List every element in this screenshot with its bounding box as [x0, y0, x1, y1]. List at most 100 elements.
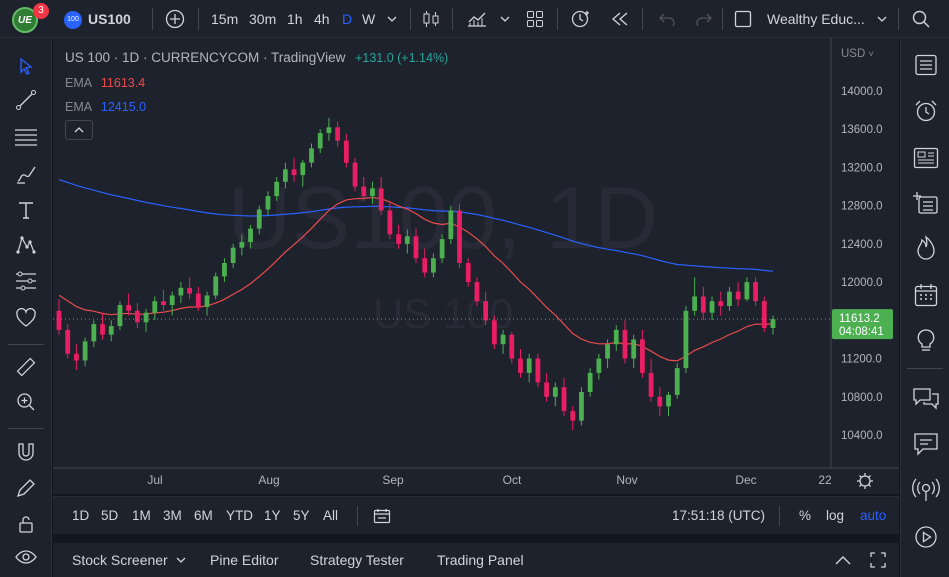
candle-body [56, 310, 62, 330]
calendar-icon[interactable] [909, 278, 943, 312]
symbol-search[interactable]: US100 [88, 11, 131, 27]
magnet-icon[interactable] [10, 436, 42, 468]
maximize-icon[interactable] [868, 543, 888, 577]
messages-icon[interactable] [909, 427, 943, 461]
date-range-icon[interactable] [371, 497, 393, 535]
horizontal-lines-icon[interactable] [10, 121, 42, 153]
interval-30m[interactable]: 30m [249, 11, 277, 27]
replay-icon[interactable] [609, 0, 631, 38]
layout-checkbox-icon[interactable] [733, 0, 753, 38]
time-tick-label: Jul [147, 473, 162, 487]
price-chart[interactable]: US100, 1D US 100 14000.013600.013200.012… [53, 38, 899, 494]
layout-name[interactable]: Wealthy Educ... [767, 11, 865, 27]
interval-d[interactable]: D [342, 11, 353, 27]
range-3m[interactable]: 3M [163, 508, 182, 523]
range-all[interactable]: All [323, 508, 339, 523]
cursor-icon[interactable] [10, 50, 42, 82]
indicators-icon[interactable] [466, 0, 488, 38]
price-tick-label: 12400.0 [841, 239, 883, 251]
candle-body [230, 247, 236, 263]
pencil-lock-icon[interactable] [10, 472, 42, 504]
candle-body [126, 305, 132, 311]
currency-selector[interactable]: USD ˅ [841, 48, 874, 60]
price-tick-label: 12000.0 [841, 277, 883, 289]
interval-15m[interactable]: 15m [211, 11, 239, 27]
streams-icon[interactable] [909, 473, 943, 507]
brush-icon[interactable] [10, 158, 42, 190]
candle-body [370, 188, 375, 197]
zoom-in-icon[interactable] [10, 386, 42, 418]
eye-icon[interactable] [10, 541, 42, 573]
auto-toggle[interactable]: auto [860, 508, 887, 523]
hotlist-fire-icon[interactable] [909, 231, 943, 265]
redo-icon[interactable] [694, 0, 714, 38]
alert-clock-icon[interactable] [569, 0, 593, 38]
tab-trading-panel[interactable]: Trading Panel [437, 552, 524, 568]
range-5d[interactable]: 5D [101, 508, 119, 523]
candle-body [465, 263, 471, 283]
pattern-icon[interactable] [10, 229, 42, 261]
candle-body [544, 382, 550, 397]
interval-1h[interactable]: 1h [287, 11, 303, 27]
search-icon[interactable] [910, 0, 932, 38]
bottom-panel-tabs: Stock Screener Pine Editor Strategy Test… [53, 539, 899, 577]
candles-icon[interactable] [421, 0, 441, 38]
legend-title: US 100 · 1D · CURRENCYCOM · TradingView [65, 50, 346, 65]
range-1d[interactable]: 1D [72, 508, 90, 523]
alarm-clock-icon[interactable] [909, 94, 943, 128]
symbol-badge-text: 100 [67, 16, 79, 23]
watchlist-icon[interactable] [909, 48, 943, 82]
heart-icon[interactable] [10, 302, 42, 334]
candle-body [639, 339, 645, 373]
compare-plus-icon[interactable] [164, 0, 186, 38]
lock-icon[interactable] [10, 508, 42, 540]
chart-settings-gear-icon[interactable] [857, 473, 873, 489]
ruler-icon[interactable] [10, 351, 42, 383]
candle-body [108, 326, 114, 335]
chevron-down-icon[interactable] [386, 0, 398, 38]
candle-body [361, 186, 367, 197]
tab-stock-screener[interactable]: Stock Screener [72, 552, 168, 568]
candle-body [622, 329, 628, 359]
trend-line-icon[interactable] [10, 84, 42, 116]
time-tick-label: 22 [818, 473, 832, 487]
ema-slow-legend[interactable]: EMA 12415.0 [65, 100, 146, 114]
candle-body [65, 329, 71, 354]
layouts-grid-icon[interactable] [525, 0, 545, 38]
range-ytd[interactable]: YTD [226, 508, 253, 523]
range-1y[interactable]: 1Y [264, 508, 281, 523]
collapse-legend-button[interactable] [65, 120, 93, 140]
forecast-icon[interactable] [10, 265, 42, 297]
log-toggle[interactable]: log [826, 508, 845, 523]
chevron-up-icon [74, 127, 84, 133]
chevron-down-icon[interactable] [175, 543, 187, 577]
candle-body [596, 358, 602, 373]
range-5y[interactable]: 5Y [293, 508, 310, 523]
ema-fast-label: EMA [65, 76, 92, 90]
chats-icon[interactable] [909, 381, 943, 415]
add-list-icon[interactable] [909, 186, 943, 220]
chevron-down-icon[interactable] [876, 0, 888, 38]
tab-pine-editor[interactable]: Pine Editor [210, 552, 279, 568]
candle-body [352, 162, 358, 187]
play-circle-icon[interactable] [909, 520, 943, 554]
chevron-down-icon[interactable] [499, 0, 511, 38]
tab-strategy-tester[interactable]: Strategy Tester [310, 552, 404, 568]
interval-4h[interactable]: 4h [314, 11, 330, 27]
ema-fast-legend[interactable]: EMA 11613.4 [65, 76, 145, 90]
percent-toggle[interactable]: % [799, 508, 812, 523]
interval-w[interactable]: W [362, 11, 376, 27]
candle-body [605, 344, 610, 359]
chart-pane[interactable]: US100, 1D US 100 14000.0 13600.0 13200.0 12… [53, 38, 899, 494]
ideas-lightbulb-icon[interactable] [909, 324, 943, 358]
undo-icon[interactable] [657, 0, 677, 38]
candle-body [631, 339, 637, 359]
news-icon[interactable] [909, 141, 943, 175]
utc-clock[interactable]: 17:51:18 (UTC) [672, 508, 766, 523]
watermark-description: US 100 [373, 290, 513, 337]
range-1m[interactable]: 1M [132, 508, 151, 523]
chevron-up-icon[interactable] [833, 543, 853, 577]
range-6m[interactable]: 6M [194, 508, 213, 523]
text-icon[interactable] [10, 194, 42, 226]
candle-body [213, 276, 219, 296]
